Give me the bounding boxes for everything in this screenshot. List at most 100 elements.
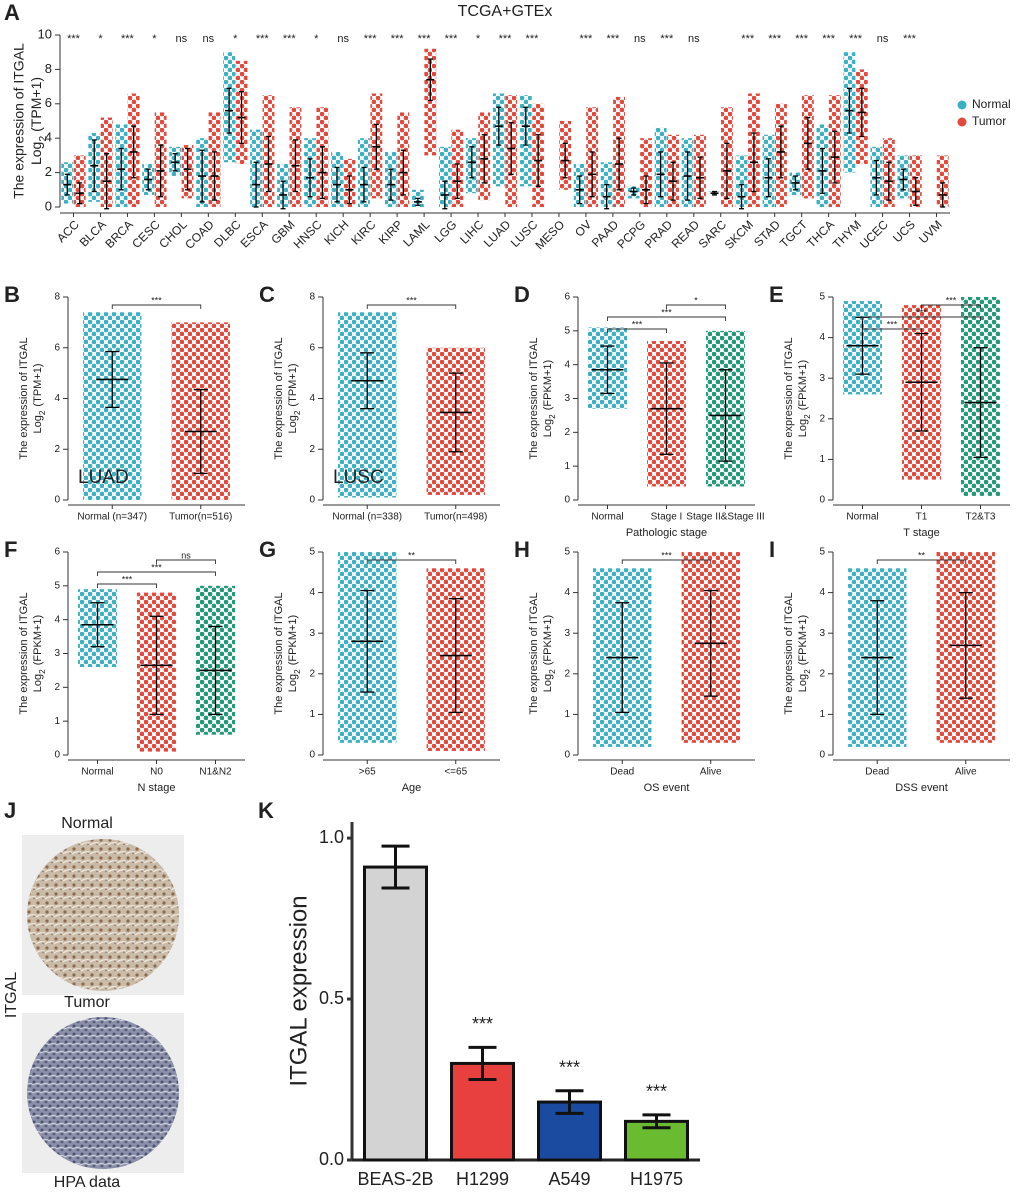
y-axis-unit: Log2 (FPKM+1) <box>287 615 302 692</box>
y-tick-label: 1 <box>564 461 570 472</box>
y-tick-label: 5 <box>309 547 315 558</box>
comparison-label: ** <box>918 550 926 560</box>
y-tick-label: 3 <box>819 628 825 639</box>
comparison-label: *** <box>151 295 162 305</box>
x-tick-label: Tumor(n=516) <box>169 512 232 523</box>
gene-label: ITGAL <box>3 972 20 1018</box>
bar <box>363 865 428 1162</box>
x-tick-label: T2&T3 <box>965 512 995 523</box>
y-tick-label: 2 <box>54 444 60 455</box>
comparison-bracket <box>366 304 457 309</box>
y-tick-label: 3 <box>819 373 825 384</box>
x-tick-label: Stage I <box>651 512 683 523</box>
y-axis-title: The expression of ITGAL <box>783 337 795 459</box>
x-tick-label: TGCT <box>777 217 810 250</box>
unit-log: Log <box>797 419 809 437</box>
y-tick-label: 5 <box>564 547 570 558</box>
y-tick-label: 8 <box>45 61 52 76</box>
y-tick-label: 0 <box>309 750 315 761</box>
significance: *** <box>741 33 755 45</box>
x-tick-label: Normal <box>591 512 623 523</box>
y-tick-label: 0 <box>309 495 315 506</box>
y-tick-label: 2 <box>309 444 315 455</box>
comparison-label: * <box>694 295 698 305</box>
x-tick-label: PCPG <box>614 217 648 251</box>
y-tick-label: 8 <box>309 292 315 303</box>
significance: *** <box>903 33 917 45</box>
unit-sub: 2 <box>37 136 49 142</box>
y-tick-label: 2 <box>564 668 570 679</box>
unit-text: (FPKM+1) <box>797 360 809 410</box>
legend-swatch <box>957 100 967 110</box>
y-tick-label: 0 <box>819 750 825 761</box>
x-tick-label: H1299 <box>456 1169 509 1189</box>
unit-log: Log <box>287 415 299 433</box>
unit-text: (FPKM+1) <box>287 615 299 665</box>
significance: *** <box>849 33 863 45</box>
error-bar <box>642 1113 671 1130</box>
x-axis-title: T stage <box>903 527 940 539</box>
x-tick-label: DLBC <box>211 217 244 250</box>
unit-sub: 2 <box>293 669 302 674</box>
x-tick-label: Alive <box>955 767 977 778</box>
y-tick-label: 5 <box>54 580 60 591</box>
x-axis-title: OS event <box>644 782 690 794</box>
comparison-bracket <box>876 559 967 564</box>
x-tick-label: N1&N2 <box>199 767 232 778</box>
chart-title: TCGA+GTEx <box>458 3 553 20</box>
y-tick-label: 10 <box>38 26 52 41</box>
significance: *** <box>579 33 593 45</box>
unit-log: Log <box>287 674 299 692</box>
unit-text: (FPKM+1) <box>797 615 809 665</box>
unit-text: (FPKM+1) <box>542 615 554 665</box>
significance: *** <box>606 33 620 45</box>
y-tick-label: 0 <box>45 198 52 213</box>
point-cloud <box>424 48 437 156</box>
x-axis-title: Pathologic stage <box>626 527 707 539</box>
y-axis-unit: Log2 (TPM+1) <box>287 363 302 433</box>
annotation: LUAD <box>78 467 129 488</box>
y-axis-title: The expression of ITGAL <box>273 592 285 714</box>
comparison-bracket <box>366 559 457 564</box>
y-tick-label: 5 <box>564 325 570 336</box>
y-tick-label: 4 <box>309 587 315 598</box>
x-tick-label: STAD <box>751 217 783 249</box>
significance: ns <box>176 33 188 45</box>
x-tick-label: Normal <box>846 512 878 523</box>
panel-label: J <box>4 798 16 823</box>
x-tick-label: LAML <box>400 217 432 249</box>
point-cloud <box>640 138 652 207</box>
y-tick-label: 2 <box>54 682 60 693</box>
x-tick-label: A549 <box>548 1169 590 1189</box>
x-tick-label: T1 <box>916 512 928 523</box>
y-axis-unit: Log2 (FPKM+1) <box>542 360 557 437</box>
y-tick-label: 4 <box>564 359 570 370</box>
x-tick-label: MESO <box>532 217 567 252</box>
comparison-bracket <box>156 559 216 564</box>
unit-log: Log <box>542 419 554 437</box>
x-tick-label: BRCA <box>102 217 135 250</box>
x-tick-label: Stage II&Stage III <box>686 512 764 523</box>
tumor-label: Tumor <box>64 994 110 1011</box>
legend-label: Normal <box>972 97 1011 111</box>
significance: * <box>152 33 157 45</box>
y-tick-label: 4 <box>309 393 315 404</box>
y-tick-label: 3 <box>309 628 315 639</box>
comparison-label: *** <box>946 295 957 305</box>
comparison-label: *** <box>151 562 162 572</box>
significance: *** <box>445 33 459 45</box>
y-tick-label: 2 <box>309 668 315 679</box>
significance: *** <box>795 33 809 45</box>
panel-label: F <box>4 537 17 562</box>
y-axis-unit: Log2 (TPM+1) <box>28 77 49 165</box>
y-tick-label: 2 <box>45 164 52 179</box>
y-tick-label: 3 <box>54 648 60 659</box>
significance: *** <box>391 33 405 45</box>
comparison-bracket <box>97 571 216 576</box>
y-tick-label: 1 <box>54 716 60 727</box>
y-tick-label: 6 <box>54 342 60 353</box>
x-axis-title: N stage <box>138 782 176 794</box>
x-tick-label: Alive <box>700 767 722 778</box>
comparison-bracket <box>607 316 726 321</box>
unit-text: (FPKM+1) <box>32 615 44 665</box>
